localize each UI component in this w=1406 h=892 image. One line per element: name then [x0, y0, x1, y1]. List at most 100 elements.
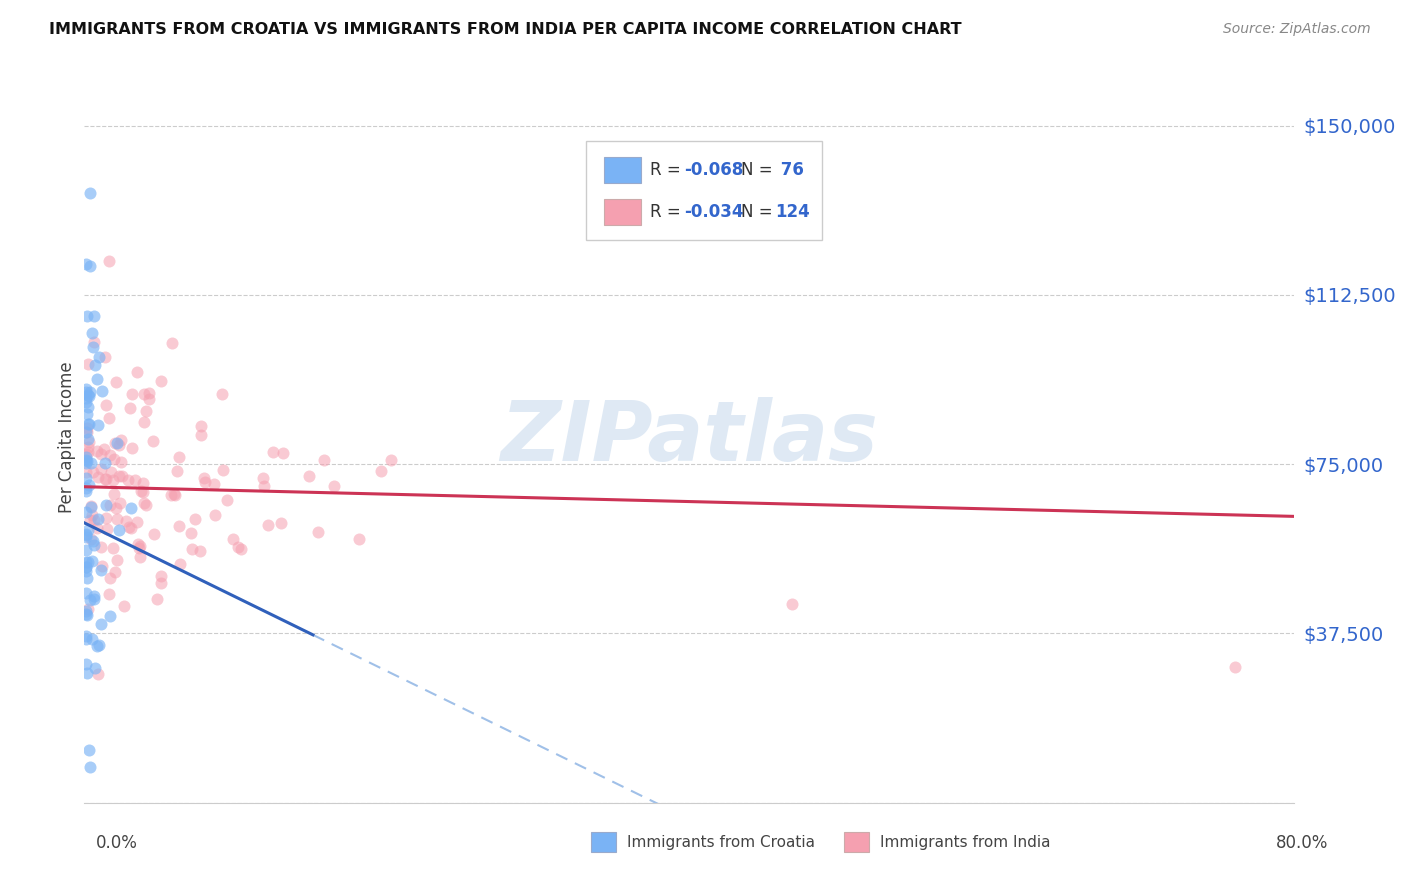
Point: [90, 616, 112, 631]
Point: [77, 417, 100, 431]
Point: [75, 530, 97, 544]
Point: [87, 666, 110, 681]
Point: [75, 585, 97, 599]
Point: [103, 487, 125, 501]
Point: [76, 407, 98, 421]
Point: [120, 500, 142, 515]
Point: [77, 435, 100, 450]
Text: Source: ZipAtlas.com: Source: ZipAtlas.com: [1223, 22, 1371, 37]
Point: [252, 471, 274, 485]
Point: [129, 539, 152, 553]
FancyBboxPatch shape: [591, 832, 616, 852]
Point: [132, 415, 155, 429]
FancyBboxPatch shape: [605, 157, 641, 183]
Point: [77, 357, 100, 371]
Point: [180, 542, 202, 557]
Point: [162, 487, 184, 501]
Point: [87, 470, 110, 484]
Point: [87, 512, 110, 526]
Point: [127, 537, 149, 551]
Point: [75, 542, 97, 557]
Point: [183, 512, 205, 526]
Point: [98, 254, 121, 268]
Point: [108, 524, 131, 538]
Point: [84, 661, 107, 675]
Point: [77, 478, 100, 492]
Point: [322, 479, 344, 493]
Point: [229, 541, 252, 556]
Point: [83, 358, 105, 372]
Point: [215, 493, 238, 508]
Point: [75, 385, 97, 400]
Point: [75, 484, 97, 499]
Point: [380, 452, 402, 467]
Point: [75, 607, 97, 621]
Point: [121, 441, 143, 455]
Point: [160, 336, 183, 351]
Point: [271, 446, 294, 460]
Text: N =: N =: [741, 161, 778, 179]
Point: [76, 555, 98, 569]
Point: [180, 525, 202, 540]
Point: [190, 419, 212, 434]
Point: [89, 350, 111, 364]
Point: [124, 473, 146, 487]
Point: [370, 464, 392, 478]
Point: [98, 571, 121, 585]
Text: R =: R =: [650, 203, 686, 221]
Point: [104, 376, 127, 390]
Point: [149, 569, 172, 583]
Point: [76, 310, 98, 324]
Point: [120, 401, 142, 415]
Point: [77, 602, 100, 616]
Point: [104, 436, 127, 450]
Point: [75, 471, 97, 485]
Point: [75, 629, 97, 643]
Point: [79, 384, 101, 399]
Point: [76, 454, 98, 468]
Point: [94, 350, 117, 364]
Point: [211, 387, 233, 401]
Point: [75, 560, 97, 574]
Point: [94, 472, 117, 486]
Point: [82, 534, 104, 549]
Point: [101, 473, 124, 487]
Point: [98, 587, 121, 601]
Point: [75, 394, 97, 409]
Point: [90, 559, 112, 574]
Point: [77, 432, 100, 446]
Point: [82, 465, 104, 479]
Point: [110, 434, 132, 448]
Text: 76: 76: [775, 161, 804, 179]
Point: [108, 468, 131, 483]
Point: [75, 604, 97, 618]
Point: [80, 532, 103, 546]
Point: [262, 445, 284, 459]
Point: [96, 398, 118, 412]
Point: [75, 425, 97, 439]
Point: [80, 632, 103, 647]
Point: [83, 537, 105, 551]
Point: [120, 521, 142, 535]
Text: 80.0%: 80.0%: [1277, 834, 1329, 852]
Point: [83, 591, 105, 606]
Point: [94, 457, 117, 471]
Point: [75, 383, 97, 397]
Point: [76, 571, 98, 585]
Point: [135, 498, 157, 512]
Point: [79, 259, 101, 273]
Point: [112, 599, 135, 613]
Text: 0.0%: 0.0%: [96, 834, 138, 852]
Point: [1223, 660, 1246, 674]
Point: [128, 541, 150, 555]
Point: [90, 540, 112, 554]
Point: [80, 500, 103, 515]
Point: [780, 597, 803, 611]
Point: [169, 558, 191, 572]
Point: [77, 417, 100, 431]
Point: [166, 464, 188, 478]
Point: [125, 365, 148, 379]
Text: 124: 124: [775, 203, 810, 221]
Point: [79, 593, 101, 607]
Point: [83, 309, 105, 323]
